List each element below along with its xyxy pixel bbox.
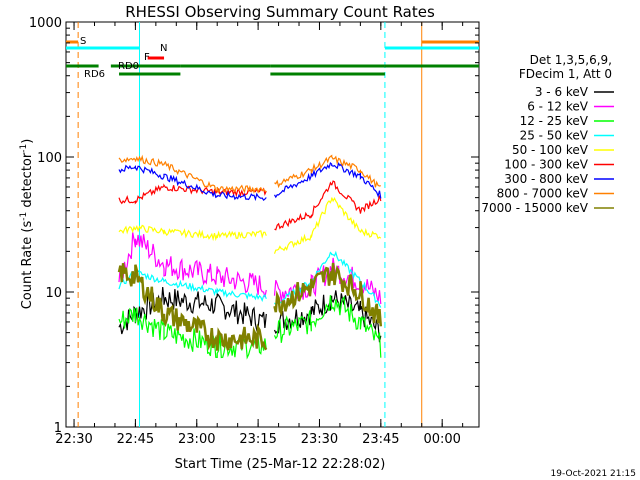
series-lines: [117, 154, 383, 360]
x-tick-label: 23:15: [239, 432, 276, 447]
flag-label: RD0: [118, 61, 139, 72]
timestamp: 19-Oct-2021 21:15: [551, 469, 636, 479]
x-tick-label: 22:45: [117, 432, 154, 447]
x-tick-label: 00:00: [423, 432, 460, 447]
legend-entry-label: 12 - 25 keV: [520, 114, 589, 128]
series-line: [118, 287, 382, 343]
chart-title: RHESSI Observing Summary Count Rates: [125, 3, 435, 21]
legend-entry-label: 50 - 100 keV: [512, 143, 589, 157]
series-line: [118, 161, 382, 202]
legend-entry-label: 100 - 300 keV: [504, 158, 588, 172]
legend: Det 1,3,5,6,9,FDecim 1, Att 0 3 - 6 keV6 …: [481, 53, 614, 215]
legend-entry-label: 7000 - 15000 keV: [481, 201, 588, 215]
y-tick-label: 100: [37, 151, 62, 166]
time-bands: [77, 22, 423, 427]
legend-entry-label: 800 - 7000 keV: [497, 187, 589, 201]
series-line: [118, 196, 382, 254]
legend-entry-label: 25 - 50 keV: [520, 129, 589, 143]
axes: 22:30 22:45 23:00 23:15 23:30 23:45 00:00 1 10 10…: [29, 16, 479, 447]
y-tick-label: 1: [54, 421, 62, 436]
flag-label: N: [160, 43, 167, 54]
flag-bars: S NF RD0 RD6: [66, 36, 479, 80]
flag-label: RD6: [84, 69, 105, 80]
series-line: [118, 250, 382, 308]
legend-entry-label: 6 - 12 keV: [527, 100, 589, 114]
x-tick-label: 22:30: [55, 432, 92, 447]
y-axis-label: Count Rate (s-1 detector-1): [19, 139, 35, 310]
series-line: [118, 154, 381, 194]
legend-header-line: Det 1,3,5,6,9,: [530, 53, 612, 67]
x-tick-label: 23:00: [178, 432, 215, 447]
flag-label: F: [144, 52, 150, 63]
legend-header-line: FDecim 1, Att 0: [519, 67, 612, 81]
series-line: [118, 180, 382, 231]
plot-frame: [65, 21, 480, 428]
flag-label: S: [80, 36, 86, 47]
x-tick-label: 23:45: [362, 432, 399, 447]
x-tick-label: 23:30: [301, 432, 338, 447]
y-tick-label: 1000: [29, 16, 62, 31]
legend-entry-label: 3 - 6 keV: [535, 85, 589, 99]
x-axis-label: Start Time (25-Mar-12 22:28:02): [175, 457, 386, 472]
y-tick-label: 10: [45, 286, 62, 301]
series-line: [117, 262, 383, 351]
legend-entry-label: 300 - 800 keV: [504, 172, 588, 186]
